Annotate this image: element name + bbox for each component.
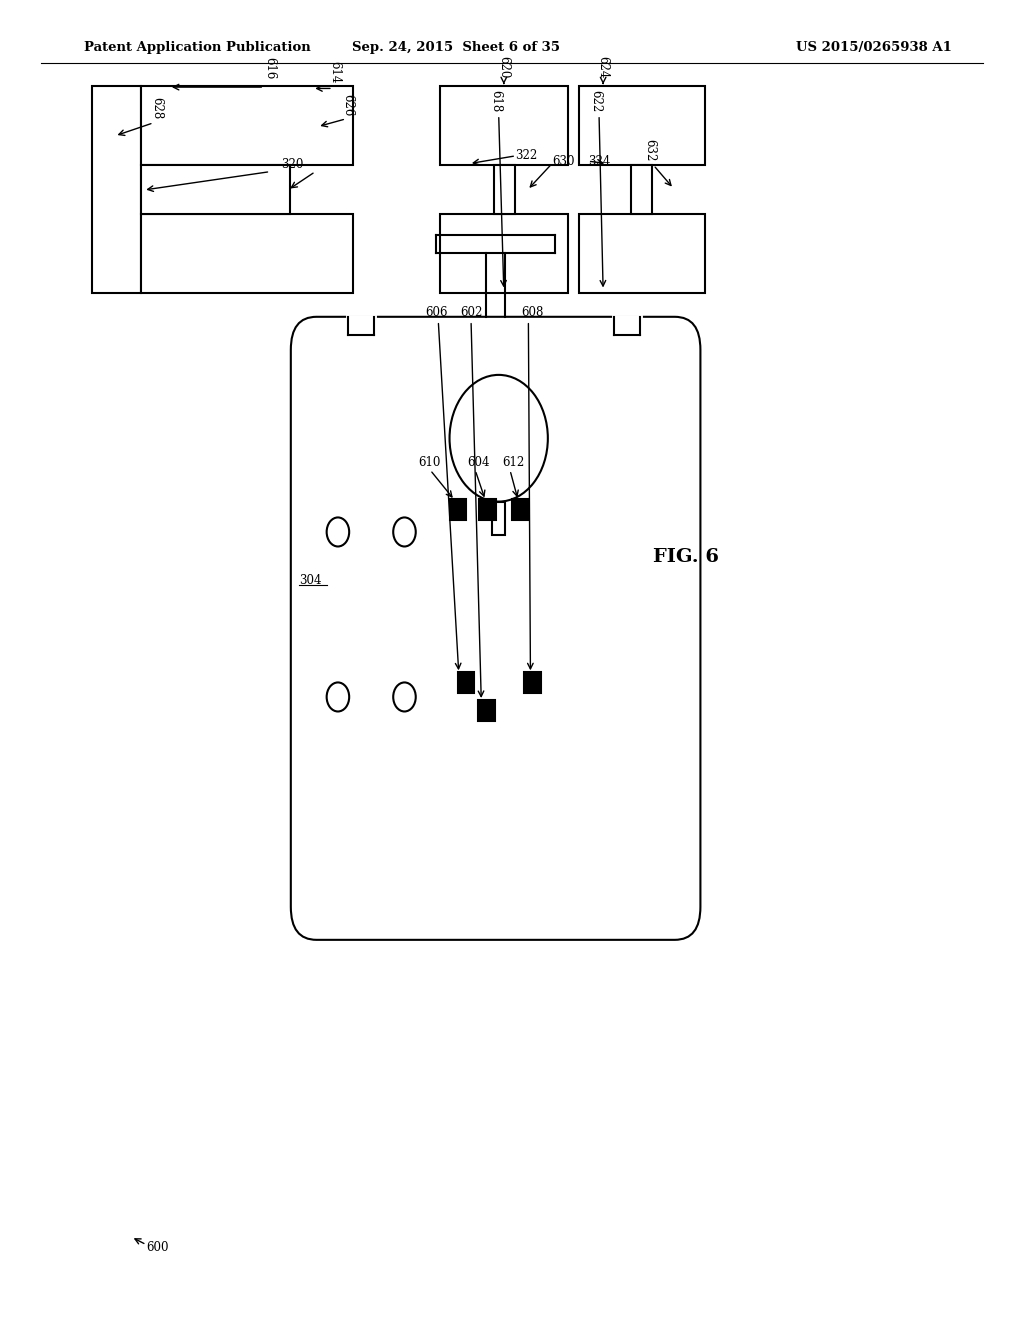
- Text: 620: 620: [498, 55, 510, 78]
- Text: 614: 614: [329, 61, 341, 83]
- Text: Sep. 24, 2015  Sheet 6 of 35: Sep. 24, 2015 Sheet 6 of 35: [351, 41, 560, 54]
- Text: 602: 602: [460, 306, 482, 319]
- Bar: [141, 165, 290, 214]
- Text: 616: 616: [263, 57, 275, 79]
- Text: 304: 304: [299, 574, 322, 587]
- Text: FIG. 6: FIG. 6: [653, 548, 719, 566]
- Bar: [495, 165, 515, 214]
- Bar: [579, 214, 705, 293]
- Bar: [440, 214, 568, 293]
- Text: 626: 626: [342, 94, 354, 116]
- Text: US 2015/0265938 A1: US 2015/0265938 A1: [797, 41, 952, 54]
- Bar: [478, 700, 495, 721]
- Text: 622: 622: [590, 90, 602, 112]
- Circle shape: [327, 682, 349, 711]
- Text: 628: 628: [151, 96, 163, 119]
- Bar: [141, 214, 353, 293]
- FancyBboxPatch shape: [291, 317, 700, 940]
- Text: 610: 610: [418, 455, 440, 469]
- Circle shape: [393, 517, 416, 546]
- Bar: [492, 502, 506, 535]
- Bar: [479, 499, 496, 520]
- Text: Patent Application Publication: Patent Application Publication: [84, 41, 310, 54]
- Circle shape: [327, 517, 349, 546]
- Circle shape: [393, 682, 416, 711]
- Text: 606: 606: [425, 306, 447, 319]
- Text: 320: 320: [281, 158, 303, 172]
- Bar: [141, 86, 353, 165]
- Text: 604: 604: [467, 455, 489, 469]
- Bar: [524, 672, 541, 693]
- Bar: [512, 499, 528, 520]
- Text: 324: 324: [588, 154, 610, 168]
- Text: 632: 632: [644, 139, 656, 161]
- Bar: [631, 165, 651, 214]
- Bar: [92, 86, 141, 293]
- Text: 608: 608: [521, 306, 544, 319]
- Text: 630: 630: [552, 154, 574, 168]
- Circle shape: [450, 375, 548, 502]
- Text: 322: 322: [515, 149, 538, 162]
- Text: 618: 618: [489, 90, 502, 112]
- Bar: [458, 672, 474, 693]
- Bar: [440, 86, 568, 165]
- Bar: [450, 499, 466, 520]
- Text: 612: 612: [502, 455, 524, 469]
- Bar: [579, 86, 705, 165]
- Text: 624: 624: [597, 55, 609, 78]
- Text: 600: 600: [146, 1241, 169, 1254]
